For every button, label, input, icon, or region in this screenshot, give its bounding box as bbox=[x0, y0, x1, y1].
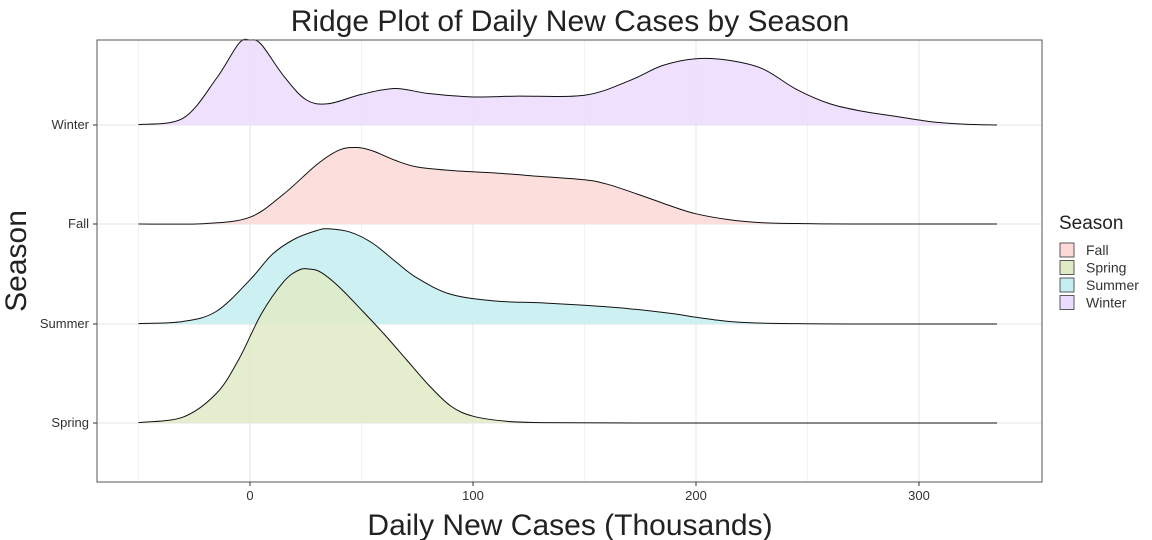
x-tick-label-0: 0 bbox=[246, 488, 253, 503]
x-axis: 0 100 200 300 bbox=[246, 482, 930, 503]
x-axis-title: Daily New Cases (Thousands) bbox=[367, 509, 772, 540]
ridges bbox=[138, 38, 998, 424]
ridge-line-spring bbox=[138, 268, 998, 424]
legend-swatch-summer bbox=[1059, 277, 1075, 293]
y-axis-title: Season bbox=[0, 210, 33, 312]
legend-label-winter: Winter bbox=[1086, 295, 1127, 311]
legend-swatch-winter bbox=[1059, 295, 1075, 310]
ridge-area-spring bbox=[138, 268, 998, 424]
plot-panel-border bbox=[96, 39, 1043, 483]
legend-title: Season bbox=[1059, 213, 1123, 234]
legend-label-fall: Fall bbox=[1086, 242, 1109, 258]
y-tick-label-summer: Summer bbox=[40, 316, 90, 331]
x-tick-label-1: 100 bbox=[462, 488, 484, 503]
y-axis: Spring Summer Fall Winter bbox=[40, 117, 97, 430]
y-tick-label-fall: Fall bbox=[68, 216, 89, 231]
ridge-area-fall bbox=[138, 147, 998, 225]
legend-label-summer: Summer bbox=[1086, 277, 1139, 293]
x-tick-label-2: 200 bbox=[685, 488, 707, 503]
y-tick-label-winter: Winter bbox=[51, 117, 89, 132]
ridge-area-winter bbox=[138, 39, 998, 125]
ridge-line-fall bbox=[138, 146, 998, 225]
chart-title: Ridge Plot of Daily New Cases by Season bbox=[291, 5, 850, 38]
ridge-line-summer bbox=[138, 228, 998, 325]
legend-swatch-spring bbox=[1059, 260, 1075, 275]
legend-swatch-fall bbox=[1059, 242, 1075, 258]
x-tick-label-3: 300 bbox=[908, 488, 930, 503]
y-tick-label-spring: Spring bbox=[51, 415, 89, 430]
legend-label-spring: Spring bbox=[1086, 260, 1126, 276]
ridge-area-summer bbox=[138, 228, 998, 325]
